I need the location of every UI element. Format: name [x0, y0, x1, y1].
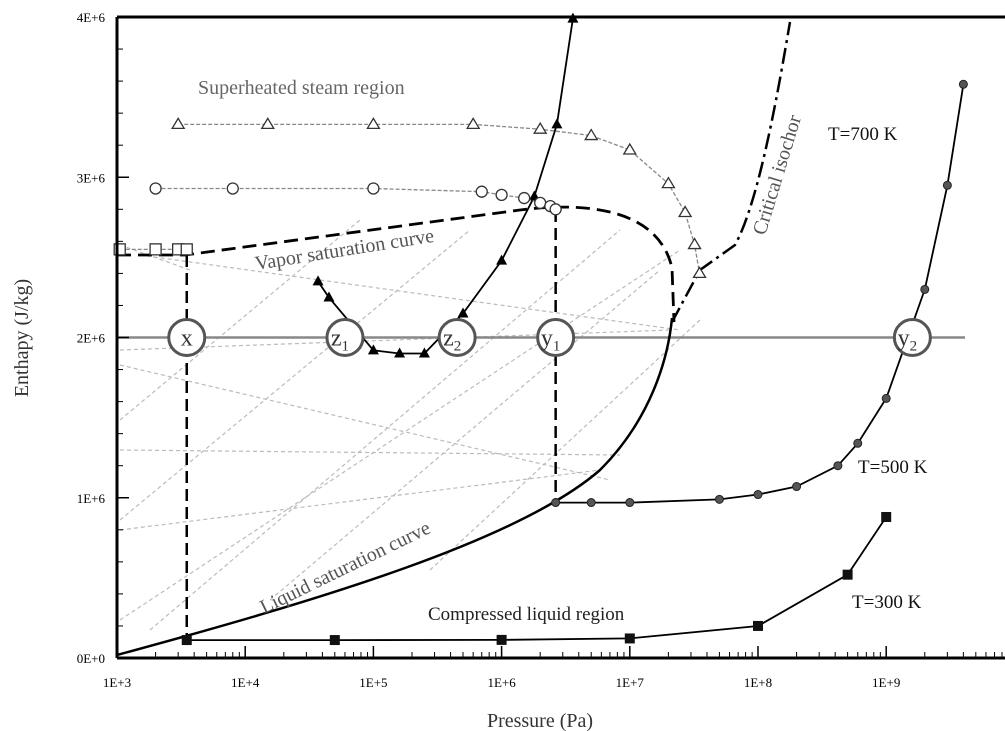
point-filled-square: [842, 569, 853, 580]
point-open-triangle: [677, 205, 693, 218]
annotation-label: x: [181, 326, 193, 352]
vapor-saturation-curve: [117, 205, 676, 323]
superheated-region-label: Superheated steam region: [198, 77, 405, 99]
compressed-region-label: Compressed liquid region: [428, 604, 625, 625]
y-tick-label: 4E+6: [77, 10, 106, 25]
point-filled-circle: [551, 498, 561, 508]
point-filled-circle: [586, 498, 596, 508]
x-tick-label: 1E+3: [103, 675, 131, 690]
point-open-circle: [534, 196, 547, 210]
vapor-saturation-label: Vapor saturation curve: [253, 225, 435, 275]
point-filled-square: [881, 511, 892, 522]
point-open-triangle: [466, 117, 481, 130]
point-open-triangle: [622, 142, 637, 155]
point-open-square: [149, 243, 162, 256]
annotation-subscript: 1: [553, 339, 561, 355]
annotation-circle: [536, 318, 576, 357]
point-filled-circle: [753, 490, 763, 500]
point-open-triangle: [260, 117, 275, 130]
point-filled-circle: [881, 393, 891, 403]
point-open-triangle: [661, 176, 676, 189]
point-filled-square: [329, 635, 340, 646]
point-filled-triangle: [418, 347, 430, 358]
point-open-circle: [475, 185, 488, 198]
diagonal-guide-lines: [119, 219, 701, 631]
point-filled-triangle: [312, 275, 324, 286]
annotation-circle: [325, 318, 365, 357]
annotation-circle: [892, 318, 932, 357]
series-label-700k: T=700 K: [828, 124, 898, 145]
point-open-square: [180, 243, 193, 256]
point-open-circle: [226, 182, 239, 195]
point-filled-triangle: [367, 344, 379, 355]
x-tick-label: 1E+8: [744, 675, 772, 690]
point-filled-square: [496, 634, 507, 645]
point-filled-square: [181, 635, 192, 646]
point-open-square: [113, 243, 126, 256]
y-tick-label: 0E+0: [77, 651, 105, 666]
x-tick-label: 1E+7: [616, 675, 645, 690]
annotation-circle: [167, 318, 207, 357]
series-line-3: [178, 123, 701, 274]
series-label-300k: T=300 K: [852, 592, 922, 613]
point-open-triangle: [171, 117, 186, 130]
point-filled-triangle: [323, 291, 335, 302]
point-filled-circle: [833, 461, 843, 471]
point-filled-triangle: [551, 118, 563, 129]
axes: 1E+3 1E+4 1E+5 1E+6 1E+7 1E+8 1E+9 0E+0 1E+6 2E+6…: [77, 10, 1005, 690]
point-filled-circle: [714, 494, 724, 504]
point-open-triangle: [692, 266, 707, 279]
point-open-triangle: [687, 237, 702, 250]
point-open-circle: [367, 182, 380, 195]
point-filled-circle: [853, 438, 863, 448]
annotation-subscript: 2: [454, 339, 462, 355]
series-layer: [113, 12, 968, 646]
y-tick-label: 1E+6: [77, 491, 106, 506]
x-tick-label: 1E+6: [487, 675, 516, 690]
point-open-circle: [149, 182, 162, 195]
x-tick-label: 1E+4: [231, 675, 260, 690]
point-filled-circle: [792, 482, 802, 492]
point-filled-triangle: [496, 254, 508, 265]
x-tick-label: 1E+5: [359, 675, 387, 690]
series-line-1: [555, 84, 965, 504]
x-axis-title: Pressure (Pa): [487, 710, 593, 731]
point-open-circle: [549, 203, 562, 216]
point-filled-square: [624, 633, 635, 644]
y-tick-label: 3E+6: [77, 170, 106, 185]
point-open-triangle: [533, 121, 548, 134]
y-axis-title: Enthapy (J/kg): [11, 279, 33, 397]
point-open-circle: [518, 191, 531, 205]
point-open-circle: [495, 188, 508, 202]
point-filled-triangle: [394, 347, 406, 358]
point-open-triangle: [584, 128, 599, 141]
point-filled-circle: [958, 79, 968, 89]
annotation-subscript: 2: [910, 339, 918, 355]
annotation-subscript: 1: [342, 339, 350, 355]
point-open-triangle: [366, 117, 381, 130]
critical-isochor-curve: [670, 21, 792, 323]
point-filled-triangle: [457, 307, 469, 318]
series-line-4: [155, 187, 556, 210]
point-filled-circle: [625, 498, 635, 508]
critical-isochor-label: Critical isochor: [749, 112, 806, 237]
point-filled-circle: [920, 284, 930, 294]
point-filled-square: [753, 620, 763, 631]
point-filled-circle: [942, 180, 952, 190]
annotation-circle: [437, 318, 477, 357]
series-label-500k: T=500 K: [858, 457, 928, 478]
x-tick-label: 1E+9: [872, 675, 900, 690]
y-tick-label: 2E+6: [77, 331, 106, 346]
